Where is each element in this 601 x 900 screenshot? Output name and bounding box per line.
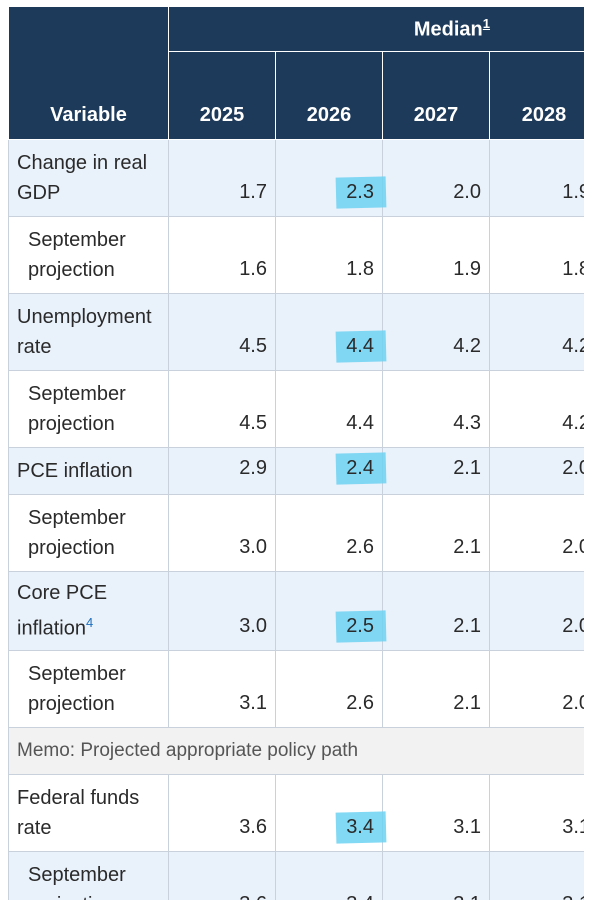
year-header-2028: 2028 xyxy=(488,51,584,140)
row-label: September projection xyxy=(8,494,169,572)
table-row: September projection 1.6 1.8 1.9 1.8 xyxy=(8,216,584,294)
table-row: September projection 4.5 4.4 4.3 4.2 xyxy=(8,370,584,448)
cell-2027: 1.9 xyxy=(382,216,490,294)
cell-2026: 2.5 xyxy=(275,571,383,651)
cell-2025: 1.6 xyxy=(168,216,276,294)
median-header-label: Median xyxy=(413,18,483,41)
cell-2028: 3.1 xyxy=(489,773,584,852)
row-label: Change in real GDP xyxy=(8,139,169,217)
year-header-2025: 2025 xyxy=(168,51,276,140)
table-row: PCE inflation 2.9 2.4 2.1 2.0 xyxy=(8,447,584,495)
variable-header: Variable xyxy=(8,6,169,140)
table-row: September projection 3.1 2.6 2.1 2.0 xyxy=(8,649,584,728)
cell-2027: 3.1 xyxy=(382,773,490,852)
cell-2027: 4.2 xyxy=(382,293,490,371)
year-header-2027: 2027 xyxy=(382,51,490,140)
row-label-text: Core PCE inflation xyxy=(17,582,108,640)
row-label: September projection xyxy=(8,370,169,448)
cell-2025: 1.7 xyxy=(168,139,276,217)
table-row: September projection 3.0 2.6 2.1 2.0 xyxy=(8,494,584,572)
year-header-2026: 2026 xyxy=(275,51,383,140)
table-row: Core PCE inflation4 3.0 2.5 2.1 2.0 xyxy=(8,571,584,651)
cell-2028: 1.9 xyxy=(489,139,584,217)
cell-2027: 2.1 xyxy=(382,571,490,651)
table-row: Unemployment rate 4.5 4.4 4.2 4.2 xyxy=(8,293,584,371)
median-header: Median1 xyxy=(167,6,584,52)
cell-2026: 2.3 xyxy=(275,139,383,217)
cell-2027: 2.1 xyxy=(382,649,490,728)
cell-2026: 3.4 xyxy=(275,773,383,852)
table-row: Federal funds rate 3.6 3.4 3.1 3.1 xyxy=(8,773,584,852)
cell-2027: 2.1 xyxy=(382,447,490,495)
table-row: September projection 3.6 3.4 3.1 3.1 xyxy=(8,850,584,900)
cell-2028: 2.0 xyxy=(489,494,584,572)
cell-2026: 4.4 xyxy=(275,370,383,448)
row-label: PCE inflation xyxy=(8,447,169,495)
highlight-marker: 3.4 xyxy=(346,815,374,838)
cell-2028: 1.8 xyxy=(489,216,584,294)
highlight-marker: 2.4 xyxy=(346,457,374,479)
cell-2028: 3.1 xyxy=(489,850,584,900)
cell-2027: 2.0 xyxy=(382,139,490,217)
cell-2026: 1.8 xyxy=(275,216,383,294)
cell-2027: 2.1 xyxy=(382,494,490,572)
median-footnote-link[interactable]: 1 xyxy=(482,16,491,32)
table-row: Change in real GDP 1.7 2.3 2.0 1.9 xyxy=(8,139,584,217)
cell-2027: 3.1 xyxy=(382,850,490,900)
cell-2026: 2.4 xyxy=(275,447,383,495)
cell-2025: 3.6 xyxy=(168,850,276,900)
cell-2026: 4.4 xyxy=(275,293,383,371)
footnote-link[interactable]: 4 xyxy=(85,615,94,630)
cell-2025: 2.9 xyxy=(168,447,276,495)
cell-2026: 3.4 xyxy=(275,850,383,900)
cell-2025: 3.0 xyxy=(168,571,276,651)
memo-text: Memo: Projected appropriate policy path xyxy=(8,726,584,775)
row-label: Federal funds rate xyxy=(8,773,169,852)
cell-2028: 4.2 xyxy=(489,293,584,371)
highlight-marker: 2.3 xyxy=(346,181,374,203)
row-label: Core PCE inflation4 xyxy=(8,571,169,651)
cell-2025: 4.5 xyxy=(168,293,276,371)
cell-2028: 2.0 xyxy=(489,649,584,728)
cell-2028: 4.2 xyxy=(489,370,584,448)
cell-2028: 2.0 xyxy=(489,571,584,651)
projections-table-frame: Variable Median1 2025 2026 2027 2028 Cha… xyxy=(8,6,584,900)
cell-2025: 3.0 xyxy=(168,494,276,572)
cell-2027: 4.3 xyxy=(382,370,490,448)
row-label: September projection xyxy=(8,649,169,728)
row-label: September projection xyxy=(8,850,169,900)
projections-table: Variable Median1 2025 2026 2027 2028 Cha… xyxy=(8,6,584,900)
cell-2025: 3.1 xyxy=(168,649,276,728)
highlight-marker: 4.4 xyxy=(346,335,374,357)
cell-2026: 2.6 xyxy=(275,494,383,572)
row-label: September projection xyxy=(8,216,169,294)
cell-2028: 2.0 xyxy=(489,447,584,495)
row-label: Unemployment rate xyxy=(8,293,169,371)
cell-2025: 4.5 xyxy=(168,370,276,448)
highlight-marker: 2.5 xyxy=(346,614,374,637)
cell-2025: 3.6 xyxy=(168,773,276,852)
cell-2026: 2.6 xyxy=(275,649,383,728)
memo-row: Memo: Projected appropriate policy path xyxy=(8,726,584,775)
